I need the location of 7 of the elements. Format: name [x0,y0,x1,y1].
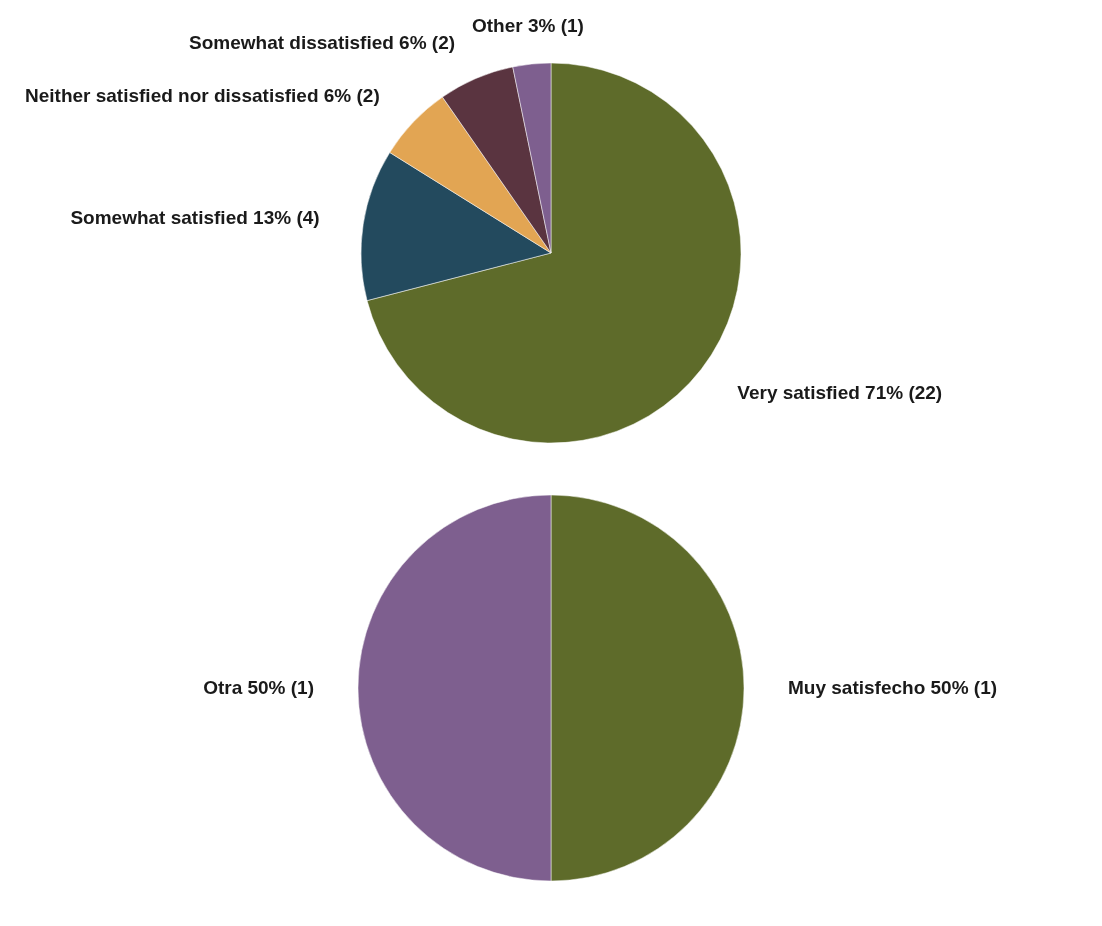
slice-label: Somewhat satisfied 13% (4) [70,207,320,229]
slice-label: Otra 50% (1) [203,677,314,698]
slice-label: Neither satisfied nor dissatisfied 6% (2) [24,84,380,106]
slice-label: Very satisfied 71% (22) [737,381,943,403]
slice-label: Somewhat dissatisfied 6% (2) [189,32,456,54]
slice-label: Muy satisfecho 50% (1) [788,677,998,698]
slice-label: Other 3% (1) [471,15,584,37]
